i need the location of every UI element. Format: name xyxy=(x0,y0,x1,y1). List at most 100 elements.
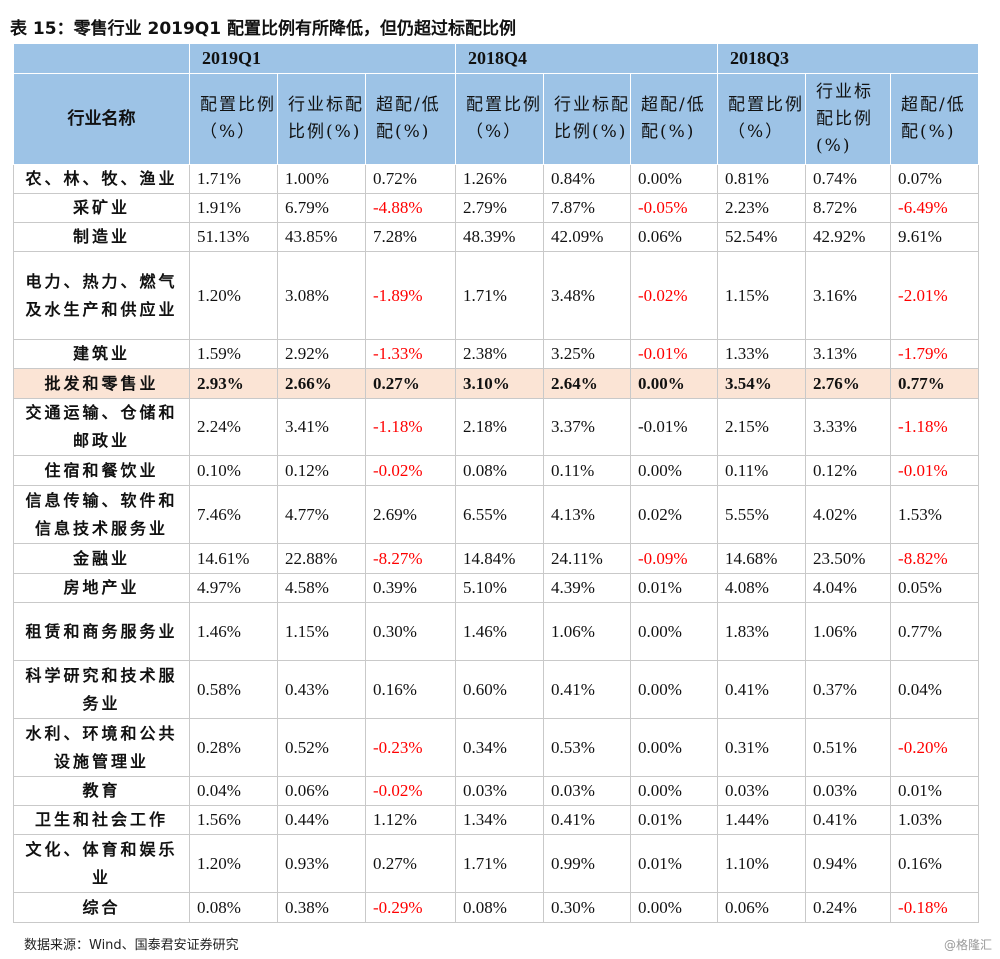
value-cell: 0.38% xyxy=(277,892,366,923)
value-cell: 0.37% xyxy=(805,660,892,719)
value-cell: 3.08% xyxy=(277,251,366,340)
value-cell: 3.37% xyxy=(543,398,632,456)
industry-name-cell: 综合 xyxy=(13,892,190,923)
value-cell: -2.01% xyxy=(890,251,980,340)
value-cell: 0.02% xyxy=(630,485,719,544)
value-cell: 1.20% xyxy=(189,251,278,340)
value-cell: 14.68% xyxy=(717,543,807,574)
value-cell: 5.10% xyxy=(455,573,545,603)
industry-name-cell: 批发和零售业 xyxy=(13,368,190,399)
value-cell: 4.02% xyxy=(805,485,892,544)
value-cell: 0.01% xyxy=(890,776,980,806)
value-cell: 1.56% xyxy=(189,805,278,835)
value-cell: 1.46% xyxy=(189,602,278,661)
value-cell: -0.01% xyxy=(630,339,719,369)
value-cell: 0.52% xyxy=(277,718,366,777)
value-cell: 1.06% xyxy=(543,602,632,661)
value-cell: 4.04% xyxy=(805,573,892,603)
value-cell: 1.26% xyxy=(455,164,545,194)
value-cell: 6.55% xyxy=(455,485,545,544)
value-cell: 0.04% xyxy=(890,660,980,719)
value-cell: 3.25% xyxy=(543,339,632,369)
value-cell: 0.30% xyxy=(543,892,632,923)
value-cell: 0.03% xyxy=(455,776,545,806)
column-header-label: 行业标配比例(%) xyxy=(288,95,364,142)
value-cell: 8.72% xyxy=(805,193,892,223)
value-cell: 6.79% xyxy=(277,193,366,223)
value-cell: 2.76% xyxy=(805,368,892,399)
column-header-label: 行业标配比例(%) xyxy=(554,95,631,142)
value-cell: -0.01% xyxy=(890,455,980,486)
value-cell: 0.41% xyxy=(543,805,632,835)
value-cell: 0.34% xyxy=(455,718,545,777)
table-row: 电力、热力、燃气及水生产和供应业 1.20% 3.08% -1.89% 1.71% 3.4… xyxy=(13,251,980,340)
table-row: 金融业 14.61% 22.88% -8.27% 14.84% 24.11% -0.09% 1… xyxy=(13,543,980,574)
value-cell: 1.12% xyxy=(364,805,457,835)
value-cell: 0.94% xyxy=(805,834,892,893)
value-cell: 2.15% xyxy=(717,398,807,456)
value-cell: 3.10% xyxy=(455,368,545,399)
value-cell: 0.12% xyxy=(805,455,892,486)
source-note: 数据来源：Wind、国泰君安证券研究 xyxy=(24,938,239,953)
value-cell: 7.87% xyxy=(543,193,632,223)
industry-name-cell: 制造业 xyxy=(13,222,190,252)
period-header-blank xyxy=(13,43,190,74)
value-cell: 3.33% xyxy=(805,398,892,456)
value-cell: 1.33% xyxy=(717,339,807,369)
value-cell: 1.46% xyxy=(455,602,545,661)
value-cell: 2.79% xyxy=(455,193,545,223)
table-row: 房地产业 4.97% 4.58% 0.39% 5.10% 4.39% 0.01% 4.08% 4… xyxy=(13,573,980,603)
value-cell: 1.15% xyxy=(277,602,366,661)
value-cell: 14.84% xyxy=(455,543,545,574)
value-cell: 4.77% xyxy=(277,485,366,544)
value-cell: 0.39% xyxy=(364,573,457,603)
value-cell: 4.97% xyxy=(189,573,278,603)
industry-name-cell: 水利、环境和公共设施管理业 xyxy=(13,718,190,777)
industry-name-cell: 卫生和社会工作 xyxy=(13,805,190,835)
industry-name-cell: 教育 xyxy=(13,776,190,806)
value-cell: 0.41% xyxy=(543,660,632,719)
value-cell: 0.00% xyxy=(630,602,719,661)
table-row: 农、林、牧、渔业 1.71% 1.00% 0.72% 1.26% 0.84% 0.00% 0.… xyxy=(13,164,980,194)
value-cell: 1.71% xyxy=(189,164,278,194)
value-cell: -1.79% xyxy=(890,339,980,369)
column-header-label: 超配/低配(%) xyxy=(641,95,706,142)
column-header-label: 行业标配比例(%) xyxy=(816,81,874,156)
value-cell: 0.01% xyxy=(630,834,719,893)
industry-name-cell: 文化、体育和娱乐业 xyxy=(13,834,190,893)
value-cell: 0.03% xyxy=(717,776,807,806)
value-cell: -8.27% xyxy=(364,543,457,574)
value-cell: 51.13% xyxy=(189,222,278,252)
value-cell: 4.13% xyxy=(543,485,632,544)
value-cell: 2.38% xyxy=(455,339,545,369)
value-cell: 5.55% xyxy=(717,485,807,544)
table-row: 信息传输、软件和信息技术服务业 7.46% 4.77% 2.69% 6.55% 4.13%… xyxy=(13,485,980,544)
column-header-label: 超配/低配(%) xyxy=(376,95,441,142)
allocation-table: 2019Q1 2018Q4 2018Q3 行业名称 配置比例（%） 行业标配比例… xyxy=(13,43,980,923)
value-cell: 24.11% xyxy=(543,543,632,574)
value-cell: 2.23% xyxy=(717,193,807,223)
value-cell: 0.01% xyxy=(630,573,719,603)
industry-name-cell: 住宿和餐饮业 xyxy=(13,455,190,486)
column-header-label: 配置比例（%） xyxy=(200,95,276,142)
value-cell: 4.58% xyxy=(277,573,366,603)
industry-name-cell: 农、林、牧、渔业 xyxy=(13,164,190,194)
table-row: 文化、体育和娱乐业 1.20% 0.93% 0.27% 1.71% 0.99% 0.01% 1… xyxy=(13,834,980,893)
value-cell: 1.83% xyxy=(717,602,807,661)
value-cell: 0.00% xyxy=(630,455,719,486)
value-cell: -0.02% xyxy=(630,251,719,340)
value-cell: 0.10% xyxy=(189,455,278,486)
value-cell: 2.18% xyxy=(455,398,545,456)
value-cell: 1.59% xyxy=(189,339,278,369)
column-header-over: 超配/低配(%) xyxy=(630,73,719,165)
value-cell: 3.48% xyxy=(543,251,632,340)
value-cell: 0.77% xyxy=(890,602,980,661)
value-cell: 0.11% xyxy=(543,455,632,486)
value-cell: 0.00% xyxy=(630,368,719,399)
value-cell: 1.34% xyxy=(455,805,545,835)
value-cell: 0.06% xyxy=(717,892,807,923)
value-cell: 0.16% xyxy=(890,834,980,893)
value-cell: -0.05% xyxy=(630,193,719,223)
industry-name-cell: 科学研究和技术服务业 xyxy=(13,660,190,719)
value-cell: 0.03% xyxy=(805,776,892,806)
